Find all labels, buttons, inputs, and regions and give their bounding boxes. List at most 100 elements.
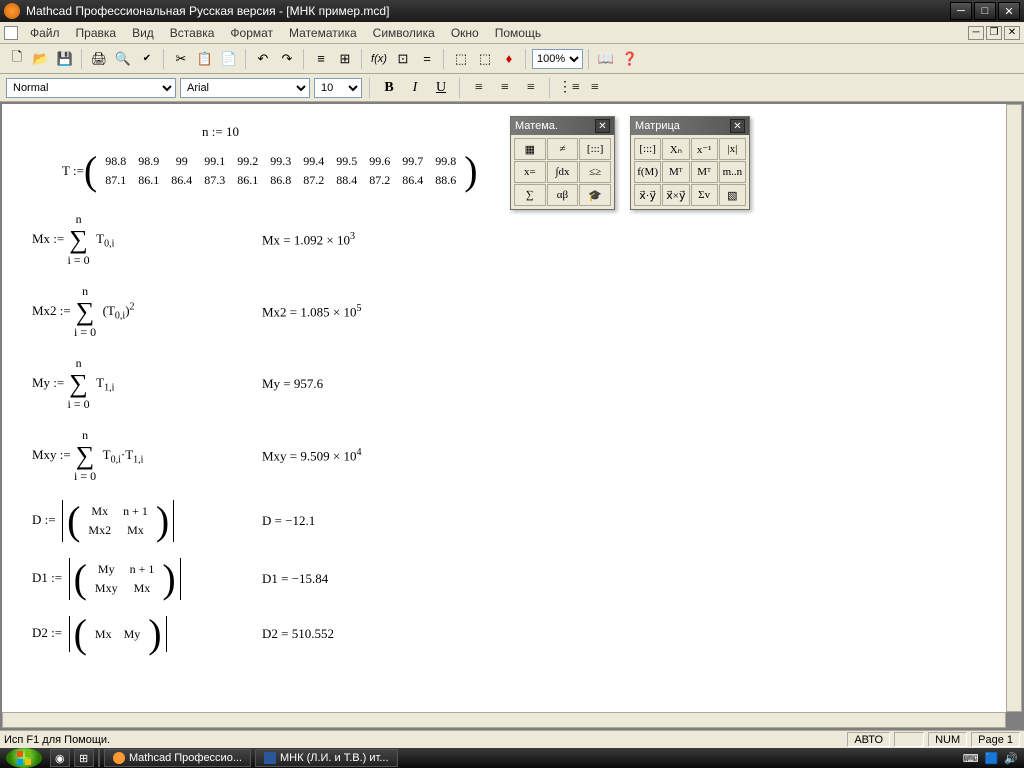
menu-edit[interactable]: Правка: [68, 24, 125, 42]
matrix-pal-btn[interactable]: x⃗×y⃗: [662, 184, 689, 206]
matrix-pal-btn[interactable]: f(M): [634, 161, 661, 183]
math-pal-btn[interactable]: x=: [514, 161, 546, 183]
eq-d: D := (Mxn + 1Mx2Mx) D = −12.1: [32, 500, 976, 542]
mdi-restore[interactable]: ❐: [986, 26, 1002, 40]
italic-button[interactable]: I: [404, 77, 426, 99]
tray-lang-icon[interactable]: ⌨: [963, 752, 979, 765]
print-button[interactable]: 🖨: [88, 48, 110, 70]
math-pal-btn[interactable]: αβ: [547, 184, 579, 206]
matrix-palette[interactable]: Матрица✕ [:::]Xₙx⁻¹|x|f(M)MᵀMᵀm..nx⃗·y⃗x…: [630, 116, 750, 210]
mdi-icon: [4, 26, 18, 40]
maximize-button[interactable]: □: [974, 2, 996, 20]
matrix-pal-btn[interactable]: Mᵀ: [662, 161, 689, 183]
math-palette-close[interactable]: ✕: [595, 119, 610, 133]
titlebar: Mathcad Профессиональная Русская версия …: [0, 0, 1024, 22]
tray-volume-icon[interactable]: 🔊: [1004, 752, 1018, 765]
style-select[interactable]: Normal: [6, 78, 176, 98]
task-word[interactable]: МНК (Л.И. и Т.В.) ит...: [255, 749, 398, 767]
menu-help[interactable]: Помощь: [487, 24, 549, 42]
component3-button[interactable]: ♦: [498, 48, 520, 70]
menu-format[interactable]: Формат: [222, 24, 281, 42]
matrix-pal-btn[interactable]: |x|: [719, 138, 746, 160]
cut-button[interactable]: ✂: [170, 48, 192, 70]
preview-button[interactable]: 🔍: [112, 48, 134, 70]
math-pal-btn[interactable]: 🎓: [579, 184, 611, 206]
menu-insert[interactable]: Вставка: [162, 24, 223, 42]
align-left-button[interactable]: ≡: [468, 77, 490, 99]
align-button[interactable]: ≡: [310, 48, 332, 70]
component-button[interactable]: ⬚: [450, 48, 472, 70]
fx-button[interactable]: f(x): [368, 48, 390, 70]
close-button[interactable]: ✕: [998, 2, 1020, 20]
font-select[interactable]: Arial: [180, 78, 310, 98]
mdi-close[interactable]: ✕: [1004, 26, 1020, 40]
matrix-pal-btn[interactable]: Xₙ: [662, 138, 689, 160]
spellcheck-button[interactable]: ✔: [136, 48, 158, 70]
quick-launch-1[interactable]: ◉: [50, 749, 70, 767]
bullets-button[interactable]: ⋮≡: [558, 77, 580, 99]
menubar: Файл Правка Вид Вставка Формат Математик…: [0, 22, 1024, 44]
T-label: T :=: [62, 163, 84, 179]
zoom-select[interactable]: 100%: [532, 49, 583, 69]
math-pal-btn[interactable]: ∑: [514, 184, 546, 206]
math-palette-title: Матема.: [515, 120, 558, 132]
new-button[interactable]: 🗋: [6, 48, 28, 70]
system-tray[interactable]: ⌨ 🟦 🔊: [957, 752, 1024, 765]
math-palette[interactable]: Матема. ✕ ▦≠[:::]x=∫dx≤≥∑αβ🎓: [510, 116, 615, 210]
menu-symbolic[interactable]: Символика: [365, 24, 443, 42]
help2-button[interactable]: ❓: [619, 48, 641, 70]
window-title: Mathcad Профессиональная Русская версия …: [26, 4, 950, 18]
align-center-button[interactable]: ≡: [494, 77, 516, 99]
paste-button[interactable]: 📄: [218, 48, 240, 70]
math-pal-btn[interactable]: [:::]: [579, 138, 611, 160]
format-toolbar: Normal Arial 10 B I U ≡ ≡ ≡ ⋮≡ ≡: [0, 74, 1024, 102]
help-button[interactable]: 📖: [595, 48, 617, 70]
matrix-pal-btn[interactable]: Σv: [691, 184, 718, 206]
document[interactable]: n := 10 T := ( 98.898.99999.199.299.399.…: [2, 104, 1006, 712]
quick-launch-2[interactable]: ⊞: [74, 749, 94, 767]
unit-button[interactable]: ⊡: [392, 48, 414, 70]
hscrollbar[interactable]: [2, 712, 1006, 728]
open-button[interactable]: 📂: [30, 48, 52, 70]
math-pal-btn[interactable]: ≤≥: [579, 161, 611, 183]
task-mathcad[interactable]: Mathcad Профессио...: [104, 749, 251, 767]
save-button[interactable]: 💾: [54, 48, 76, 70]
taskbar: ◉ ⊞ Mathcad Профессио... МНК (Л.И. и Т.В…: [0, 748, 1024, 768]
copy-button[interactable]: 📋: [194, 48, 216, 70]
status-num: NUM: [928, 732, 967, 747]
matrix-pal-btn[interactable]: Mᵀ: [691, 161, 718, 183]
eq-mx2: Mx2 := n∑i = 0 (T0,i)2 Mx2 = 1.085 × 105: [32, 284, 976, 340]
start-button[interactable]: [6, 748, 42, 768]
matrix-pal-btn[interactable]: x⃗·y⃗: [634, 184, 661, 206]
math-pal-btn[interactable]: ▦: [514, 138, 546, 160]
eq-d2: D2 := (MxMy) D2 = 510.552: [32, 616, 976, 652]
matrix-pal-btn[interactable]: [:::]: [634, 138, 661, 160]
mdi-minimize[interactable]: ─: [968, 26, 984, 40]
menu-window[interactable]: Окно: [443, 24, 487, 42]
align-right-button[interactable]: ≡: [520, 77, 542, 99]
eq-mxy: Mxy := n∑i = 0 T0,i·T1,i Mxy = 9.509 × 1…: [32, 428, 976, 484]
undo-button[interactable]: ↶: [252, 48, 274, 70]
underline-button[interactable]: U: [430, 77, 452, 99]
menu-math[interactable]: Математика: [281, 24, 365, 42]
component2-button[interactable]: ⬚: [474, 48, 496, 70]
minimize-button[interactable]: ─: [950, 2, 972, 20]
matrix-palette-title: Матрица: [635, 120, 680, 132]
matrix-pal-btn[interactable]: ▧: [719, 184, 746, 206]
calc-button[interactable]: =: [416, 48, 438, 70]
menu-file[interactable]: Файл: [22, 24, 68, 42]
math-pal-btn[interactable]: ∫dx: [547, 161, 579, 183]
matrix-palette-close[interactable]: ✕: [730, 119, 745, 133]
matrix-pal-btn[interactable]: m..n: [719, 161, 746, 183]
redo-button[interactable]: ↷: [276, 48, 298, 70]
vscrollbar[interactable]: [1006, 104, 1022, 712]
bold-button[interactable]: B: [378, 77, 400, 99]
align2-button[interactable]: ⊞: [334, 48, 356, 70]
math-pal-btn[interactable]: ≠: [547, 138, 579, 160]
tray-flag-icon[interactable]: 🟦: [985, 752, 999, 765]
size-select[interactable]: 10: [314, 78, 362, 98]
menu-view[interactable]: Вид: [124, 24, 162, 42]
eq-d1: D1 := (Myn + 1MxyMx) D1 = −15.84: [32, 558, 976, 600]
numbering-button[interactable]: ≡: [584, 77, 606, 99]
matrix-pal-btn[interactable]: x⁻¹: [691, 138, 718, 160]
